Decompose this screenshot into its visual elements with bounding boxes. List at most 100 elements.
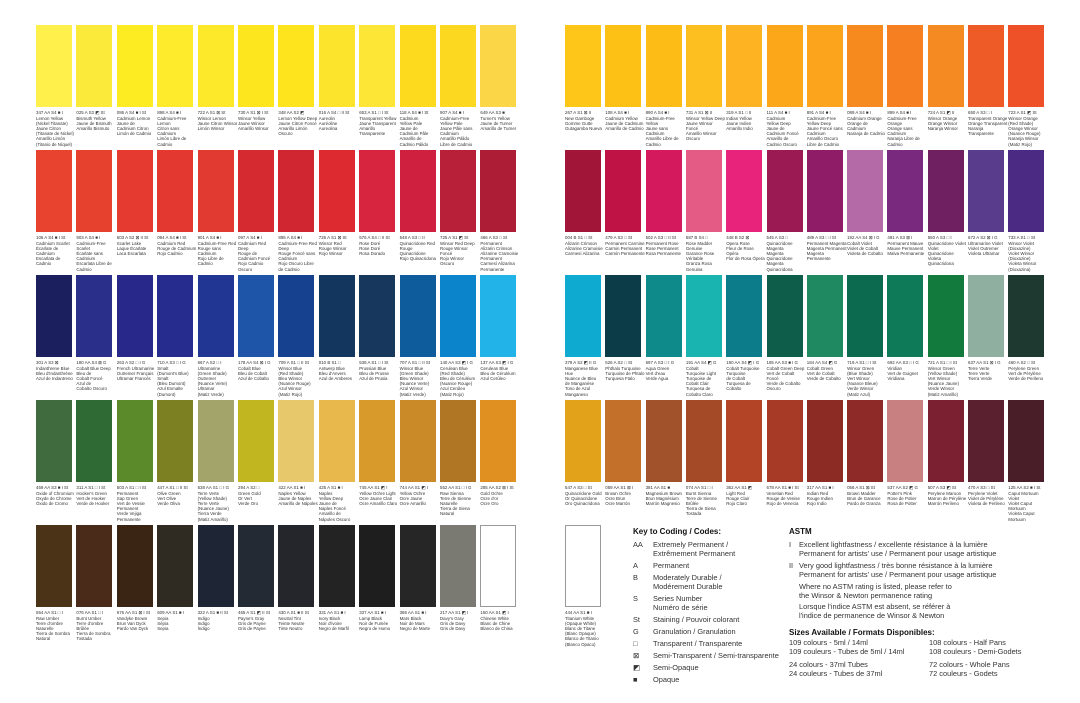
swatch-name-line: Cadmium (766, 116, 786, 122)
color-swatch (605, 25, 642, 107)
key-text-line: Numéro de série (653, 603, 708, 612)
swatch-label: 111 A S4 ■ I Cadmium Yellow Deep Jaune de Ca… (767, 110, 807, 147)
swatch-name-line: Bleu de Cobalt (238, 371, 267, 377)
swatch-name-line: Cobalt Green Deep (766, 366, 805, 372)
swatch-name-line: Oscuro (766, 386, 781, 392)
swatch-name-line: Magenta (766, 261, 784, 267)
swatch-code: 731 A S1 ⊠ II (685, 110, 713, 115)
swatch-name-line: Oro Quinacridona (565, 501, 600, 507)
swatch-name-line: Perylene Violet (968, 491, 998, 497)
swatch-label: 317 AA S1 ■ I Indian Red Rouge Indien Rojo … (807, 485, 847, 506)
swatch-code: 707 A S1 □ II St (399, 360, 431, 365)
swatch-name-line: Indian Red (806, 491, 829, 497)
swatch-label: 422 AA S1 ■ I Naples Yellow Jaune de Naple… (278, 485, 318, 506)
color-swatch (685, 150, 722, 232)
swatch-name-line: Carmin Permanent (605, 246, 643, 252)
swatch-name-line: (Dioxazina) (1008, 266, 1031, 272)
swatch-name-line: Quinacridone (766, 256, 793, 262)
swatch-name-line: Violeta Winsor (1008, 261, 1037, 267)
swatch-name-line: Escarlata de (36, 256, 61, 262)
swatch-code: 347 AA S4 ■ I (36, 110, 63, 115)
swatch-name-line: Sepia (157, 616, 169, 622)
swatch-name-line: Winsor Yellow Deep (685, 116, 725, 122)
swatch-name-line: Cobalt Blue Deep (76, 366, 111, 372)
color-swatch (440, 150, 476, 232)
swatch-name-line: Hue (565, 371, 574, 377)
swatch-name-line: Cadmium (440, 131, 459, 137)
key-code: B (633, 573, 638, 582)
swatch-code: 348 AA S2 ◩ (278, 110, 305, 115)
swatch-name-line: Quinacridone Violet (927, 241, 966, 247)
swatch-label: 650 A S3 □ I Transparent Orange Orange Tra… (968, 110, 1008, 136)
swatch-name-line: Jaune Citron Winsor (197, 121, 238, 127)
swatch-label: 587 B S4 □ Rose Madder Genuine Garance Rose… (686, 235, 726, 272)
swatch-name-line: Viridian (887, 366, 902, 372)
swatch-name-line: (Opaque White) (565, 621, 596, 627)
swatch-label: 025 A S3 ◩ St Bismuth Yellow Jaune de Bism… (76, 110, 116, 131)
swatch-label: 466 A S3 □ St Permanent Alizarin Crimson Al… (480, 235, 520, 272)
swatch-name-line: Cadmium Citron (116, 126, 149, 132)
swatch-name-line: Gutagamba Nueva (565, 126, 602, 132)
color-swatch (766, 25, 803, 107)
swatch-name-line: Rosa Permanente (645, 251, 681, 257)
swatch-label: 901 A S4 ■ I Cadmium-Free Red Rouge sans Ca… (198, 235, 238, 267)
swatch-name-line: Jaune de Bismuth (76, 121, 112, 127)
swatch-name-line: Lemon Yellow (36, 116, 64, 122)
key-code: ◩ (633, 663, 640, 672)
swatch-label: 108 A S4 ■ I Cadmium Yellow Jaune de Cadmi… (605, 110, 645, 131)
swatch-name-line: Vert de Pérylène (1008, 371, 1041, 377)
swatch-code: 489 A S3 □ I St (806, 235, 837, 240)
swatch-code: 108 A S4 ■ I (605, 110, 630, 115)
color-swatch (766, 400, 803, 482)
swatch-name-line: (Titanio de Níquel) (36, 141, 72, 147)
swatch-name-line: Naranja (968, 126, 984, 132)
swatch-name-line: (Matiz Verde) (197, 391, 224, 397)
color-swatch (359, 525, 396, 607)
swatch-name-line: Violet de Pérylène (968, 496, 1004, 502)
swatch-name-line: Cadmium Red (238, 241, 267, 247)
swatch-name-line: French Ultramarine (116, 366, 155, 372)
color-swatch (847, 25, 884, 107)
key-text-line: Transparent / Transparente (653, 639, 743, 648)
swatch-name-line: Bleu d'Indanthrène (36, 371, 73, 377)
swatch-name-line: Cadmium Foncé (766, 131, 799, 137)
swatch-name-line: (Red Shade) (278, 371, 304, 377)
swatch-name-line: Carmesí Alizarina (565, 251, 600, 257)
swatch-label: 425 A S1 ■ I Naples Yellow Deep Jaune de Nap… (319, 485, 359, 522)
swatch-name-line: Rojo Cadmio (238, 261, 264, 267)
swatch-name-line: Alizarine Cramoisie (565, 246, 603, 252)
swatch-name-line: (Yellow Shade) (197, 496, 227, 502)
swatch-label: 707 A S1 □ II St Winsor Blue (Green Shade)… (400, 360, 440, 397)
swatch-name-line: Yellow Deep (766, 121, 791, 127)
swatch-name-line: Deep (278, 246, 289, 252)
swatch-name-line: Permanente (480, 266, 505, 272)
color-swatch (685, 400, 722, 482)
swatch-name-line: Jaune de (116, 121, 135, 127)
swatch-name-line: Permanent Rose (645, 241, 679, 247)
swatch-name-line: Lemon Yellow Deep (278, 116, 318, 122)
swatch-code: 903 A S4 ■ I (76, 235, 101, 240)
color-swatch (1008, 25, 1045, 107)
swatch-name-line: Rouge (399, 246, 413, 252)
swatch-code: 422 AA S1 ■ I (278, 485, 306, 490)
key-text: Granulation / Granulation (653, 627, 736, 636)
swatch-label: 190 AA S4 ◩ I G Cobalt Turquoise Turquoise… (726, 360, 766, 392)
swatch-name-line: Oscuro (238, 266, 253, 272)
swatch-label: 554 AA S1 □ I Raw Umber Terre d'ombre Natur… (36, 610, 76, 642)
swatch-name-line: Vert de Guignet (887, 371, 918, 377)
swatch-name-line: Aureolina (318, 126, 338, 132)
swatch-name-line: Bleu de Céruléum (480, 371, 516, 377)
swatch-name-line: Noir de Mars (399, 621, 425, 627)
swatch-name-line: (Matiz Amarillo) (927, 391, 958, 397)
swatch-name-line: Cadmium-Free (645, 116, 675, 122)
swatch-label: 447 A S1 □ II St Olive Green Vert Olive Ver… (157, 485, 197, 506)
swatch-code: 723 A S1 ◩ St (1008, 110, 1037, 115)
swatch-code: 719 A S1 □ I St (847, 360, 877, 365)
swatch-label: 106 A S4 ■ I St Cadmium Scarlet Écarlate d… (36, 235, 76, 267)
color-swatch (157, 275, 194, 357)
swatch-name-line: Rouge sans (197, 246, 222, 252)
swatch-name-line: Pardo Van Dyck (116, 626, 149, 632)
swatch-name-line: Oscuro (440, 261, 455, 267)
swatch-name-line: Amarillo (359, 126, 376, 132)
swatch-code: 016 A S4 □ II St (318, 110, 350, 115)
